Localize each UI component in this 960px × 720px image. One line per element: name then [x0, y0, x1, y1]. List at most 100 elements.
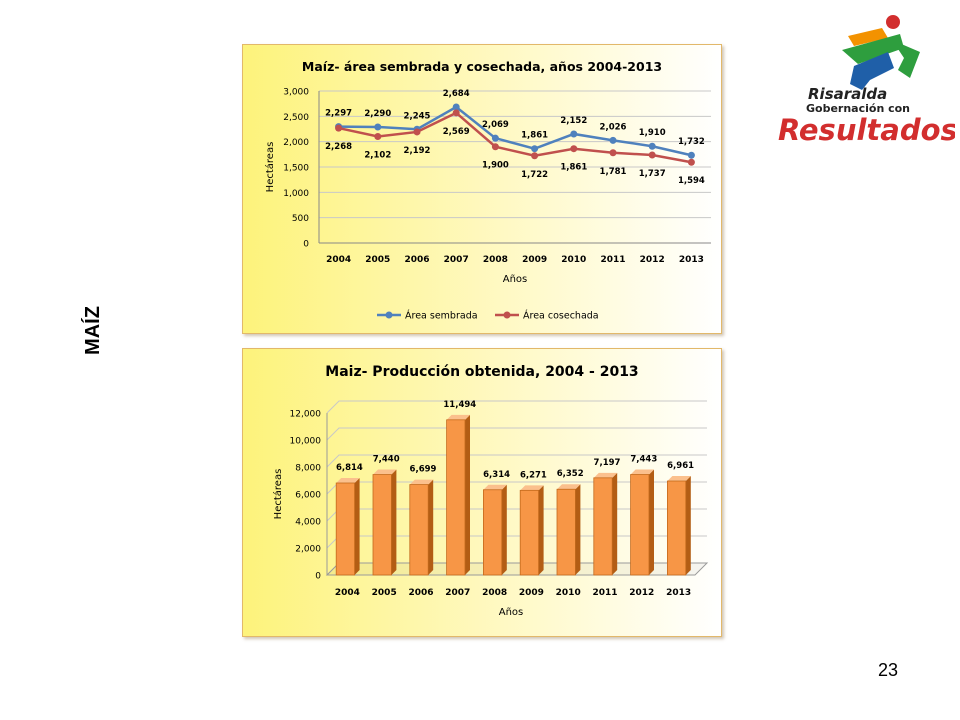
chart1-xtick-label: 2007: [444, 255, 469, 265]
chart2-bar-side: [354, 478, 360, 575]
chart2-bar-side: [538, 485, 544, 575]
chart1-data-label: 2,297: [325, 109, 352, 119]
chart2-bar-top: [667, 476, 691, 482]
chart2-bar: [593, 477, 613, 576]
chart1-data-label: 2,152: [560, 116, 587, 126]
chart1-data-label: 1,861: [521, 131, 548, 141]
chart2-xtick-label: 2005: [372, 588, 397, 598]
chart2-ytick-label: 8,000: [295, 464, 321, 474]
chart2-bar-side: [649, 469, 654, 575]
chart2-bar: [630, 474, 650, 576]
chart1-point: [452, 109, 460, 117]
chart1-data-label: 2,245: [404, 111, 431, 121]
chart2-bar-top: [630, 469, 654, 475]
logo-line1: Risaralda: [808, 85, 887, 103]
chart2-data-label: 7,197: [594, 458, 621, 468]
chart2-bar: [409, 484, 429, 576]
chart1-xtick-label: 2011: [600, 255, 625, 265]
chart2-bar-side: [612, 472, 618, 575]
chart1-legend-label: Área sembrada: [405, 310, 478, 322]
chart2-title: Maiz- Producción obtenida, 2004 - 2013: [325, 364, 638, 380]
chart1-legend-label: Área cosechada: [523, 310, 599, 322]
chart1-data-label: 1,732: [678, 137, 705, 147]
chart1-point: [609, 136, 617, 144]
chart2-xtick-label: 2011: [592, 588, 617, 598]
chart1-point: [491, 134, 499, 142]
chart1-point: [491, 143, 499, 151]
chart2-bar-side: [465, 414, 470, 575]
chart2-data-label: 6,699: [410, 465, 437, 475]
chart2-bar: [666, 480, 687, 576]
chart1-point: [687, 158, 695, 166]
chart2-xtick-label: 2006: [408, 588, 433, 598]
chart1-xtick-label: 2010: [561, 255, 586, 265]
chart2-bar-top: [373, 469, 397, 475]
chart1-data-label: 1,737: [639, 169, 666, 179]
chart1-point: [687, 151, 695, 159]
chart2-xtick-label: 2010: [556, 588, 581, 598]
chart1-ytick-label: 1,500: [283, 164, 309, 174]
chart1-data-label: 2,026: [600, 122, 627, 132]
chart1-xtick-label: 2008: [483, 255, 508, 265]
chart1-point: [374, 132, 382, 140]
chart2-gridline: [326, 454, 707, 468]
chart1-ytick-label: 1,000: [283, 189, 309, 199]
chart1-data-label: 2,192: [404, 146, 431, 156]
chart2-bar-side: [428, 479, 434, 575]
chart1-legend-marker: [503, 311, 511, 319]
line-chart-panel: Maíz- área sembrada y cosechada, años 20…: [242, 44, 722, 334]
chart1-xtick-label: 2005: [365, 255, 390, 265]
chart1-point: [335, 124, 343, 132]
chart1-ytick-label: 0: [303, 240, 309, 250]
chart2-xtick-label: 2009: [519, 588, 544, 598]
chart2-bar-top: [409, 479, 434, 485]
chart2-bar: [482, 489, 503, 576]
chart1-data-label: 2,684: [443, 89, 470, 99]
chart1-xtick-label: 2009: [522, 255, 547, 265]
logo-blue-stroke: [850, 52, 894, 90]
chart2-gridline: [326, 427, 707, 441]
logo-line2: Gobernación con: [806, 102, 910, 115]
chart1-data-label: 1,910: [639, 128, 666, 138]
chart1-data-label: 1,722: [521, 170, 548, 180]
chart2-data-label: 7,440: [373, 455, 400, 465]
chart1-point: [531, 145, 539, 153]
chart1-ytick-label: 2,500: [283, 113, 309, 123]
chart2-data-label: 7,443: [630, 455, 657, 465]
logo-graphic: Risaralda Gobernación con Resultados: [778, 15, 958, 147]
chart1-point: [531, 152, 539, 160]
chart1-data-label: 2,102: [364, 150, 391, 160]
bar-chart: Maiz- Producción obtenida, 2004 - 2013 0 2…: [272, 364, 709, 618]
chart2-xtick-label: 2008: [482, 588, 507, 598]
chart2-xtick-label: 2004: [335, 588, 360, 598]
chart2-bar: [335, 482, 355, 576]
slide-side-title: MAÍZ: [68, 300, 118, 360]
chart1-xtick-label: 2012: [640, 255, 665, 265]
chart1-point: [648, 151, 656, 159]
chart1-data-label: 2,069: [482, 120, 509, 130]
chart1-data-label: 2,268: [325, 142, 352, 152]
chart1-ytick-label: 2,000: [283, 138, 309, 148]
chart1-point: [452, 103, 460, 111]
chart1-point: [374, 123, 382, 131]
chart1-point: [609, 149, 617, 157]
chart2-xlabel: Años: [499, 607, 524, 618]
chart2-bar-top: [446, 414, 470, 420]
logo-head-shape: [886, 15, 900, 29]
logo-line3: Resultados: [778, 113, 955, 147]
chart1-point: [570, 130, 578, 138]
bar-chart-panel: Maiz- Producción obtenida, 2004 - 2013 0 2…: [242, 348, 722, 637]
chart1-data-label: 1,861: [560, 163, 587, 173]
chart1-data-label: 2,290: [364, 109, 391, 119]
chart1-data-label: 1,900: [482, 161, 509, 171]
chart1-ylabel: Hectáreas: [264, 142, 276, 193]
chart1-xtick-label: 2006: [404, 255, 429, 265]
chart2-bar-side: [501, 484, 507, 575]
chart1-point: [570, 145, 578, 153]
chart1-point: [648, 142, 656, 150]
chart1-data-label: 1,594: [678, 176, 705, 186]
chart2-bar-side: [575, 484, 581, 575]
chart2-bar: [519, 489, 540, 576]
logo-green-leg: [892, 40, 920, 78]
chart2-data-label: 6,271: [520, 470, 547, 480]
